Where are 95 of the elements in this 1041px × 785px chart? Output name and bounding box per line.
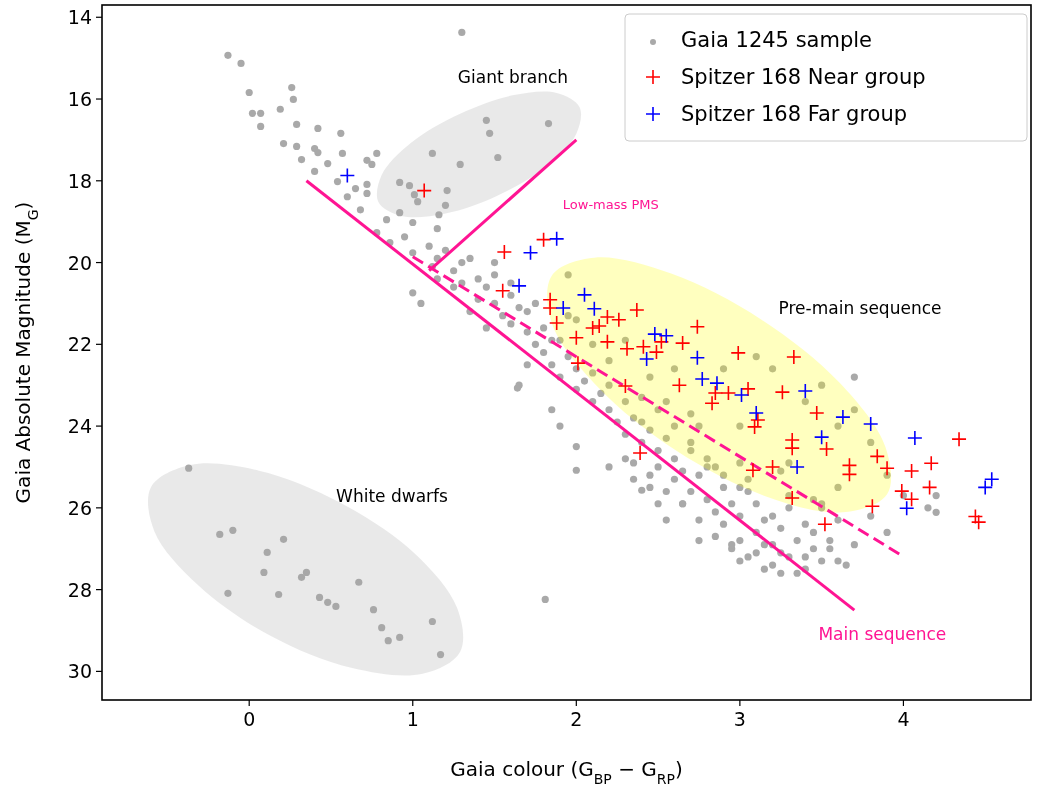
point xyxy=(818,441,835,457)
point xyxy=(970,514,987,530)
point xyxy=(339,167,356,184)
point xyxy=(907,430,923,446)
series-label: Main sequence xyxy=(818,624,947,645)
point xyxy=(977,479,993,496)
point xyxy=(586,300,603,317)
x-tick-label: 1 xyxy=(406,708,419,730)
y-tick-label: 20 xyxy=(67,251,92,274)
point xyxy=(591,318,608,334)
point xyxy=(542,300,558,316)
point xyxy=(689,350,706,366)
point xyxy=(629,302,645,318)
point xyxy=(951,431,967,447)
y-tick-label: 26 xyxy=(67,496,92,519)
point xyxy=(689,318,706,335)
point xyxy=(784,440,801,456)
point xyxy=(648,344,665,360)
point xyxy=(647,326,663,342)
point xyxy=(653,334,670,350)
point xyxy=(879,460,895,476)
point xyxy=(733,387,750,403)
point xyxy=(416,182,433,199)
point xyxy=(548,231,565,247)
x-tick-label: 4 xyxy=(897,708,910,730)
x-tick-label: 2 xyxy=(570,708,583,730)
point xyxy=(748,405,765,421)
point xyxy=(921,479,938,496)
point xyxy=(535,231,552,248)
text: Low-mass PMS xyxy=(562,196,659,212)
legend-label: Spitzer 168 Near group xyxy=(681,65,926,89)
point xyxy=(599,334,616,350)
point xyxy=(522,244,539,261)
point xyxy=(555,300,572,316)
point xyxy=(786,349,802,365)
point xyxy=(611,311,627,328)
y-tick-label: 22 xyxy=(67,333,92,356)
point xyxy=(709,375,725,391)
x-tick-label: 3 xyxy=(733,708,746,730)
point xyxy=(808,405,825,421)
point xyxy=(638,351,655,367)
point xyxy=(619,341,635,357)
point xyxy=(864,498,881,515)
legend-label: Gaia 1245 sample xyxy=(681,28,872,52)
point xyxy=(789,459,805,475)
point xyxy=(740,381,756,397)
point xyxy=(797,383,814,399)
point xyxy=(494,282,511,299)
point xyxy=(835,409,851,425)
y-tick-label: 24 xyxy=(67,415,92,438)
point xyxy=(599,309,616,325)
point xyxy=(548,315,565,331)
annotation: White dwarfs xyxy=(336,486,449,506)
y-tick-label: 18 xyxy=(67,169,92,192)
point xyxy=(496,244,513,260)
point xyxy=(704,395,720,411)
point xyxy=(674,335,691,351)
point xyxy=(869,448,886,465)
point xyxy=(784,490,801,506)
point xyxy=(707,385,724,401)
point xyxy=(511,278,527,294)
point xyxy=(570,355,586,371)
point xyxy=(632,445,648,461)
point xyxy=(584,320,601,336)
point xyxy=(730,345,747,361)
point xyxy=(774,384,791,400)
point xyxy=(576,287,593,303)
y-tick-label: 16 xyxy=(67,88,92,111)
point xyxy=(983,471,1000,488)
point xyxy=(694,371,711,387)
x-tick-label: 0 xyxy=(243,708,256,730)
point xyxy=(617,378,634,394)
point xyxy=(813,429,830,445)
y-tick-label: 14 xyxy=(67,6,92,29)
point xyxy=(658,327,675,344)
annotation: Giant branch xyxy=(457,67,569,87)
point xyxy=(898,500,915,517)
legend-label: Spitzer 168 Far group xyxy=(681,102,908,126)
point xyxy=(635,338,652,355)
point xyxy=(862,416,879,432)
point xyxy=(841,466,858,483)
y-tick-label: 28 xyxy=(67,578,92,601)
point xyxy=(764,459,781,475)
point xyxy=(817,516,833,533)
x-axis-title: Gaia colour (G$_{BP}$ − G$_{RP}$) xyxy=(450,757,683,785)
y-tick-label: 30 xyxy=(67,660,92,683)
point xyxy=(745,462,761,479)
point xyxy=(923,455,940,472)
point xyxy=(568,329,585,346)
point xyxy=(671,377,688,394)
point xyxy=(720,385,737,401)
point xyxy=(750,412,766,428)
point xyxy=(746,419,763,435)
annotation: Pre-main sequence xyxy=(778,298,942,318)
point xyxy=(903,463,920,479)
